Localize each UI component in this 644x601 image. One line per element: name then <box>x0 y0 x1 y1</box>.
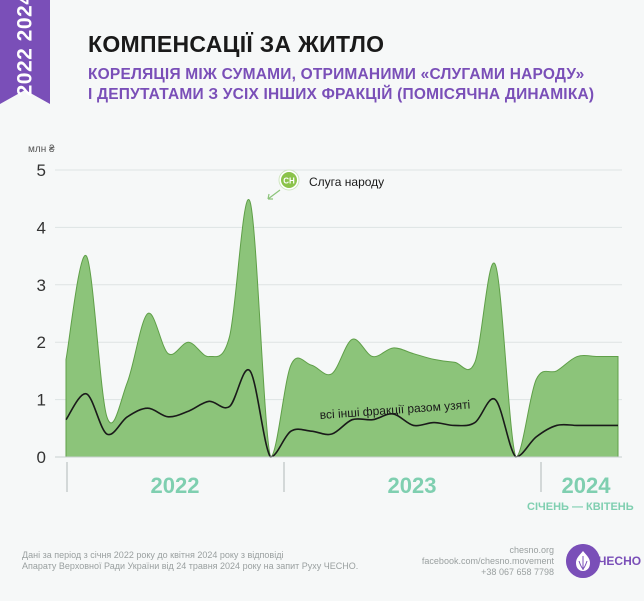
y-tick-label: 0 <box>37 448 46 467</box>
series-area-sluha-narodu <box>65 198 619 458</box>
subtitle-line-2: І ДЕПУТАТАМИ З УСІХ ІНШИХ ФРАКЦІЙ (ПОМІС… <box>88 86 595 103</box>
y-tick-label: 2 <box>37 333 46 352</box>
sn-badge-text: СН <box>283 177 295 186</box>
y-tick-label: 1 <box>37 391 46 410</box>
chesno-logo-icon <box>566 544 600 578</box>
y-tick-label: 5 <box>37 161 46 180</box>
site-link[interactable]: chesno.org <box>509 545 554 555</box>
y-axis-ticks: 0 1 2 3 4 5 <box>37 161 46 467</box>
series-line-other-factions <box>65 369 618 458</box>
chesno-logo-text: ЧЕСНО <box>598 554 642 568</box>
legend-sluha-narodu: СН Слуга народу <box>267 169 384 200</box>
contacts: chesno.org facebook.com/chesno.movement … <box>422 545 554 578</box>
facebook-link[interactable]: facebook.com/chesno.movement <box>421 556 554 566</box>
y-tick-label: 3 <box>37 276 46 295</box>
year-label-2022: 2022 <box>151 473 200 498</box>
page-title: КОМПЕНСАЦІЇ ЗА ЖИТЛО <box>88 31 385 57</box>
source-line-2: Апарату Верховної Ради України від 24 тр… <box>22 561 359 571</box>
period-note: СІЧЕНЬ — КВІТЕНЬ <box>527 501 634 513</box>
y-tick-label: 4 <box>37 218 46 237</box>
y-axis-label: млн ₴ <box>28 144 55 155</box>
subtitle-line-1: КОРЕЛЯЦІЯ МІЖ СУМАМИ, ОТРИМАНИМИ «СЛУГАМ… <box>88 66 585 83</box>
years-ribbon <box>0 0 50 104</box>
legend-arrow-icon <box>267 189 281 200</box>
legend-label-sluha: Слуга народу <box>309 175 384 189</box>
page-subtitle: КОРЕЛЯЦІЯ МІЖ СУМАМИ, ОТРИМАНИМИ «СЛУГАМ… <box>88 65 594 105</box>
phone-number: +38 067 658 7798 <box>481 567 554 577</box>
source-line-1: Дані за період з січня 2022 року до квіт… <box>22 550 284 560</box>
sn-badge-icon <box>281 172 297 188</box>
source-note: Дані за період з січня 2022 року до квіт… <box>22 550 358 572</box>
year-label-2023: 2023 <box>388 473 437 498</box>
year-label-2024: 2024 <box>562 473 612 498</box>
